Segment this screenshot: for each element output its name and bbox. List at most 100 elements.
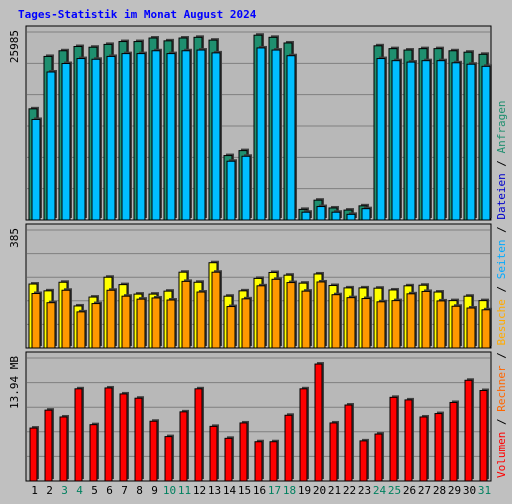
- day-label: 16: [253, 484, 266, 497]
- bar-dateien-day-15: [241, 155, 251, 221]
- bar-dateien-day-29: [451, 62, 461, 221]
- bar-besuche-day-25: [391, 300, 401, 349]
- bar-besuche-day-17: [271, 278, 281, 349]
- bar-dateien-day-9: [151, 50, 161, 221]
- bar-dateien-day-12: [196, 49, 206, 221]
- day-label: 12: [193, 484, 206, 497]
- bar-dateien-day-4: [76, 58, 86, 221]
- bar-volumen-day-8: [134, 397, 143, 482]
- bar-besuche-day-16: [256, 285, 266, 349]
- legend-anfragen: Anfragen: [495, 100, 508, 153]
- bar-besuche-day-13: [211, 271, 221, 349]
- bar-dateien-day-14: [226, 160, 236, 221]
- day-label: 6: [106, 484, 113, 497]
- bar-besuche-day-3: [61, 289, 71, 349]
- bar-volumen-day-7: [119, 393, 128, 482]
- bar-volumen-day-13: [209, 425, 218, 482]
- bar-dateien-day-20: [316, 206, 326, 221]
- bar-dateien-day-27: [421, 60, 431, 221]
- bar-besuche-day-10: [166, 299, 176, 349]
- bar-volumen-day-31: [479, 390, 488, 482]
- day-label: 28: [433, 484, 446, 497]
- legend-text: Volumen / Rechner / Besuche / Seiten / D…: [495, 100, 508, 478]
- bar-dateien-day-13: [211, 52, 221, 221]
- bar-volumen-day-28: [434, 413, 443, 482]
- bar-volumen-day-20: [314, 363, 323, 482]
- bar-volumen-day-9: [149, 420, 158, 482]
- day-label: 14: [223, 484, 237, 497]
- day-label: 11: [178, 484, 191, 497]
- bar-besuche-day-19: [301, 290, 311, 349]
- bar-volumen-day-6: [104, 387, 113, 482]
- bar-volumen-day-17: [269, 441, 278, 482]
- legend-besuche: Besuche: [495, 299, 508, 345]
- bar-volumen-day-19: [299, 388, 308, 482]
- bar-volumen-day-26: [404, 399, 413, 482]
- y-max-label-1: 25985: [8, 30, 21, 63]
- bar-besuche-day-27: [421, 290, 431, 349]
- bar-dateien-day-2: [46, 71, 56, 221]
- bar-dateien-day-18: [286, 55, 296, 221]
- bar-besuche-day-15: [241, 298, 251, 349]
- day-label: 2: [46, 484, 53, 497]
- bar-dateien-day-25: [391, 60, 401, 221]
- bar-dateien-day-23: [361, 208, 371, 221]
- bar-besuche-day-23: [361, 298, 371, 349]
- bar-besuche-day-5: [91, 303, 101, 349]
- bar-dateien-day-6: [106, 55, 116, 221]
- bar-volumen-day-16: [254, 441, 263, 482]
- day-label: 25: [388, 484, 401, 497]
- bar-volumen-day-5: [89, 424, 98, 482]
- bar-besuche-day-31: [481, 309, 491, 349]
- bar-volumen-day-1: [29, 427, 38, 482]
- bar-dateien-day-26: [406, 61, 416, 221]
- bar-volumen-day-4: [74, 388, 83, 482]
- legend-sep: /: [495, 153, 508, 173]
- legend-volumen: Volumen: [495, 432, 508, 478]
- bar-besuche-day-7: [121, 295, 131, 349]
- day-label: 17: [268, 484, 281, 497]
- day-label: 22: [343, 484, 356, 497]
- day-label: 23: [358, 484, 371, 497]
- bar-besuche-day-6: [106, 289, 116, 349]
- bar-dateien-day-3: [61, 63, 71, 221]
- day-label: 1: [31, 484, 38, 497]
- bar-dateien-day-30: [466, 63, 476, 221]
- legend-sep: /: [495, 220, 508, 240]
- bar-volumen-day-2: [44, 409, 53, 482]
- bar-besuche-day-1: [31, 293, 41, 349]
- bar-dateien-day-22: [346, 213, 356, 221]
- bar-besuche-day-8: [136, 298, 146, 349]
- y-max-label-2: 385: [8, 228, 21, 248]
- bar-besuche-day-20: [316, 281, 326, 349]
- bar-besuche-day-28: [436, 300, 446, 349]
- bar-volumen-day-22: [344, 404, 353, 482]
- legend-sep: /: [495, 346, 508, 366]
- day-label: 15: [238, 484, 251, 497]
- bar-besuche-day-18: [286, 282, 296, 349]
- day-label: 7: [121, 484, 128, 497]
- bar-dateien-day-21: [331, 211, 341, 221]
- bar-volumen-day-3: [59, 416, 68, 482]
- bar-besuche-day-24: [376, 301, 386, 349]
- bar-volumen-day-25: [389, 396, 398, 482]
- bar-besuche-day-11: [181, 280, 191, 349]
- bar-dateien-day-17: [271, 49, 281, 221]
- day-label: 18: [283, 484, 296, 497]
- y-max-label-3: 13.94 MB: [8, 356, 21, 409]
- bar-volumen-day-18: [284, 414, 293, 482]
- bar-dateien-day-31: [481, 65, 491, 221]
- bar-dateien-day-28: [436, 60, 446, 221]
- bar-dateien-day-5: [91, 58, 101, 221]
- day-label: 21: [328, 484, 341, 497]
- bar-volumen-day-10: [164, 436, 173, 482]
- bar-volumen-day-11: [179, 411, 188, 482]
- legend-dateien: Dateien: [495, 173, 508, 219]
- legend-seiten: Seiten: [495, 240, 508, 280]
- bar-besuche-day-26: [406, 293, 416, 349]
- bar-dateien-day-7: [121, 53, 131, 221]
- bar-volumen-day-29: [449, 401, 458, 482]
- bar-besuche-day-9: [151, 297, 161, 349]
